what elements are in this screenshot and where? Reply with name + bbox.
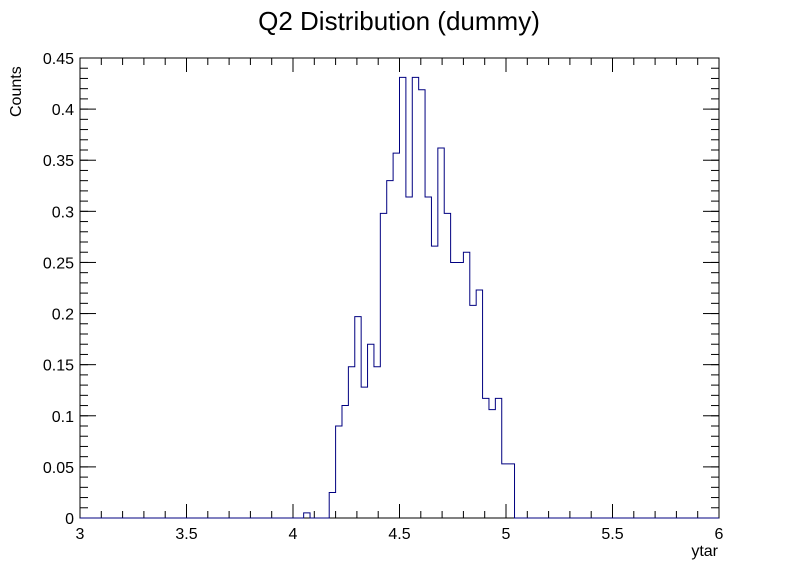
y-tick-label: 0.4 (52, 102, 74, 119)
histogram-bin (380, 213, 386, 518)
histogram-bin (463, 252, 469, 518)
y-tick-label: 0.25 (43, 255, 74, 272)
histogram-bin (329, 492, 335, 518)
histogram-bin (419, 90, 425, 518)
histogram-bin (502, 464, 508, 518)
histogram-bin (489, 410, 495, 518)
y-tick-label: 0.3 (52, 204, 74, 221)
x-tick-label: 5 (502, 526, 511, 543)
histogram-bin (451, 262, 457, 518)
chart-title: Q2 Distribution (dummy) (258, 6, 540, 36)
histogram-bin (438, 148, 444, 518)
histogram-bin (393, 153, 399, 518)
x-axis: 3 3.5 4 4.5 5 5.5 6 (76, 58, 724, 543)
histogram-bin (400, 77, 406, 518)
histogram-bin (495, 398, 501, 518)
y-tick-label: 0.1 (52, 409, 74, 426)
y-tick-label: 0.2 (52, 307, 74, 324)
x-tick-label: 6 (715, 526, 724, 543)
histogram-bin (476, 290, 482, 518)
x-tick-label: 4.5 (388, 526, 410, 543)
x-tick-label: 3 (76, 526, 85, 543)
histogram-bin (387, 181, 393, 518)
histogram-bin (304, 513, 310, 518)
histogram-bin (374, 367, 380, 518)
y-axis: 0 0.05 0.1 0.15 0.2 0.25 0.3 0.35 0.4 0.45 (43, 51, 719, 528)
y-tick-label: 0.45 (43, 51, 74, 68)
histogram-bin (361, 387, 367, 518)
x-axis-label: ytar (691, 543, 718, 560)
histogram-bin (470, 305, 476, 518)
histogram-bin (355, 317, 361, 518)
y-tick-label: 0.05 (43, 460, 74, 477)
histogram-bin (444, 213, 450, 518)
histogram-bin (425, 197, 431, 518)
histogram-bin (412, 77, 418, 518)
y-tick-label: 0.35 (43, 153, 74, 170)
histogram-bin (368, 344, 374, 518)
histogram-bin (457, 262, 463, 518)
histogram-bin (336, 426, 342, 518)
histogram-bin (406, 197, 412, 518)
histogram-bin (431, 246, 437, 518)
x-tick-label: 5.5 (601, 526, 623, 543)
histogram-bin (348, 367, 354, 518)
histogram-bin (342, 406, 348, 518)
y-tick-label: 0.15 (43, 358, 74, 375)
y-tick-label: 0 (65, 511, 74, 528)
y-axis-label: Counts (8, 66, 25, 117)
histogram-bin (483, 398, 489, 518)
histogram-outline (80, 76, 719, 519)
histogram-bin (508, 464, 514, 518)
x-tick-label: 3.5 (175, 526, 197, 543)
x-tick-label: 4 (289, 526, 298, 543)
